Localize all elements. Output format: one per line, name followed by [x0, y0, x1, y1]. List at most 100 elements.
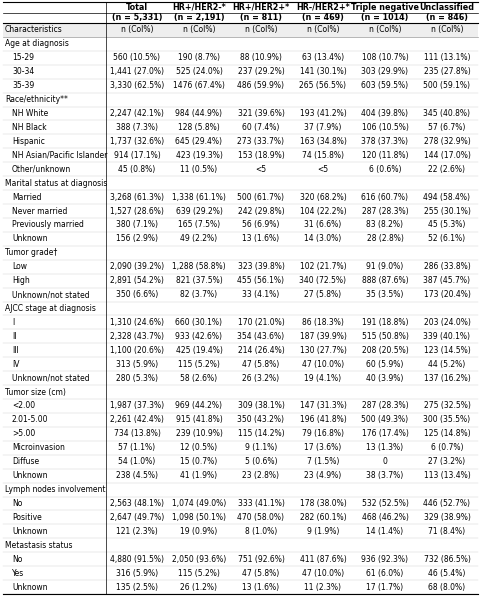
- Text: No: No: [12, 555, 23, 564]
- Text: 333 (41.1%): 333 (41.1%): [237, 499, 284, 508]
- Text: Unknown: Unknown: [12, 527, 48, 536]
- Text: I: I: [12, 318, 14, 327]
- Text: 339 (40.1%): 339 (40.1%): [422, 332, 469, 341]
- Text: 9 (1.1%): 9 (1.1%): [244, 443, 276, 452]
- Text: 54 (1.0%): 54 (1.0%): [118, 457, 156, 466]
- Text: 9 (1.9%): 9 (1.9%): [306, 527, 338, 536]
- Text: IV: IV: [12, 360, 20, 369]
- Text: 494 (58.4%): 494 (58.4%): [422, 193, 469, 201]
- Text: 616 (60.7%): 616 (60.7%): [361, 193, 408, 201]
- Text: 61 (6.0%): 61 (6.0%): [366, 569, 403, 578]
- Text: 19 (0.9%): 19 (0.9%): [180, 527, 217, 536]
- Text: 316 (5.9%): 316 (5.9%): [116, 569, 158, 578]
- Text: 734 (13.8%): 734 (13.8%): [113, 429, 160, 438]
- Text: 108 (10.7%): 108 (10.7%): [361, 53, 408, 63]
- Text: 273 (33.7%): 273 (33.7%): [237, 137, 284, 146]
- Text: 321 (39.6%): 321 (39.6%): [237, 109, 284, 118]
- Text: Hispanic: Hispanic: [12, 137, 45, 146]
- Text: Unknown: Unknown: [12, 582, 48, 592]
- Text: NH Asian/Pacific Islander: NH Asian/Pacific Islander: [12, 151, 107, 160]
- Text: 13 (1.6%): 13 (1.6%): [242, 582, 279, 592]
- Text: 13 (1.3%): 13 (1.3%): [366, 443, 403, 452]
- Text: 525 (24.0%): 525 (24.0%): [175, 67, 222, 76]
- Text: Diffuse: Diffuse: [12, 457, 39, 466]
- Text: 47 (10.0%): 47 (10.0%): [301, 569, 343, 578]
- Text: 1,074 (49.0%): 1,074 (49.0%): [171, 499, 226, 508]
- Text: 933 (42.6%): 933 (42.6%): [175, 332, 222, 341]
- Text: Positive: Positive: [12, 513, 42, 522]
- Text: 15 (0.7%): 15 (0.7%): [180, 457, 217, 466]
- Text: 40 (3.9%): 40 (3.9%): [366, 374, 403, 383]
- Text: II: II: [12, 332, 16, 341]
- Text: 196 (41.8%): 196 (41.8%): [299, 415, 346, 424]
- Text: 14 (1.4%): 14 (1.4%): [366, 527, 403, 536]
- Text: 203 (24.0%): 203 (24.0%): [423, 318, 469, 327]
- Text: 28 (2.8%): 28 (2.8%): [366, 234, 403, 243]
- Text: n (Col%): n (Col%): [430, 26, 462, 35]
- Text: 35 (3.5%): 35 (3.5%): [366, 290, 403, 299]
- Text: 265 (56.5%): 265 (56.5%): [299, 81, 346, 90]
- Text: Race/ethnicity**: Race/ethnicity**: [5, 95, 68, 104]
- Text: Yes: Yes: [12, 569, 24, 578]
- Text: 170 (21.0%): 170 (21.0%): [237, 318, 284, 327]
- Text: Age at diagnosis: Age at diagnosis: [5, 39, 69, 48]
- Text: 286 (33.8%): 286 (33.8%): [423, 262, 469, 271]
- Text: 1,338 (61.1%): 1,338 (61.1%): [172, 193, 226, 201]
- Text: 176 (17.4%): 176 (17.4%): [361, 429, 408, 438]
- Text: 388 (7.3%): 388 (7.3%): [116, 123, 157, 132]
- Text: 984 (44.9%): 984 (44.9%): [175, 109, 222, 118]
- Text: Never married: Never married: [12, 206, 67, 216]
- Text: 500 (61.7%): 500 (61.7%): [237, 193, 284, 201]
- Text: >5.00: >5.00: [12, 429, 35, 438]
- Text: 57 (1.1%): 57 (1.1%): [118, 443, 155, 452]
- Text: 214 (26.4%): 214 (26.4%): [237, 346, 284, 355]
- Text: 468 (46.2%): 468 (46.2%): [361, 513, 408, 522]
- Text: 88 (10.9%): 88 (10.9%): [240, 53, 281, 63]
- Text: 4,880 (91.5%): 4,880 (91.5%): [110, 555, 164, 564]
- Text: 27 (3.2%): 27 (3.2%): [428, 457, 465, 466]
- Text: 58 (2.6%): 58 (2.6%): [180, 374, 217, 383]
- Text: Marital status at diagnosis: Marital status at diagnosis: [5, 179, 107, 188]
- Text: 141 (30.1%): 141 (30.1%): [299, 67, 346, 76]
- Text: 255 (30.1%): 255 (30.1%): [423, 206, 469, 216]
- Text: Metastasis status: Metastasis status: [5, 541, 72, 550]
- Text: 121 (2.3%): 121 (2.3%): [116, 527, 157, 536]
- Text: 2,328 (43.7%): 2,328 (43.7%): [110, 332, 164, 341]
- Text: 115 (5.2%): 115 (5.2%): [178, 360, 219, 369]
- Text: 2,050 (93.6%): 2,050 (93.6%): [171, 555, 226, 564]
- Text: 27 (5.8%): 27 (5.8%): [304, 290, 341, 299]
- Text: 63 (13.4%): 63 (13.4%): [301, 53, 343, 63]
- Text: 238 (4.5%): 238 (4.5%): [116, 471, 157, 480]
- Text: HR+/HER2-*: HR+/HER2-*: [172, 3, 226, 12]
- Text: 74 (15.8%): 74 (15.8%): [301, 151, 343, 160]
- Text: n (Col%): n (Col%): [368, 26, 400, 35]
- Text: 45 (5.3%): 45 (5.3%): [427, 221, 465, 229]
- Text: 22 (2.6%): 22 (2.6%): [428, 164, 465, 173]
- Text: 1,100 (20.6%): 1,100 (20.6%): [110, 346, 164, 355]
- Text: 208 (20.5%): 208 (20.5%): [361, 346, 408, 355]
- Text: 37 (7.9%): 37 (7.9%): [304, 123, 341, 132]
- Text: 280 (5.3%): 280 (5.3%): [116, 374, 157, 383]
- Text: 915 (41.8%): 915 (41.8%): [175, 415, 222, 424]
- Text: 821 (37.5%): 821 (37.5%): [175, 276, 222, 285]
- Text: 345 (40.8%): 345 (40.8%): [422, 109, 469, 118]
- Text: 191 (18.8%): 191 (18.8%): [361, 318, 408, 327]
- Text: 7 (1.5%): 7 (1.5%): [306, 457, 338, 466]
- Text: 660 (30.1%): 660 (30.1%): [175, 318, 222, 327]
- Text: 130 (27.7%): 130 (27.7%): [299, 346, 346, 355]
- Text: 68 (8.0%): 68 (8.0%): [428, 582, 465, 592]
- Text: 287 (28.3%): 287 (28.3%): [361, 206, 408, 216]
- Text: 135 (2.5%): 135 (2.5%): [116, 582, 157, 592]
- Text: 15-29: 15-29: [12, 53, 34, 63]
- Text: 969 (44.2%): 969 (44.2%): [175, 402, 222, 411]
- Text: 13 (1.6%): 13 (1.6%): [242, 234, 279, 243]
- Text: Tumor size (cm): Tumor size (cm): [5, 387, 66, 396]
- Text: 19 (4.1%): 19 (4.1%): [304, 374, 341, 383]
- Text: NH White: NH White: [12, 109, 48, 118]
- Text: 303 (29.9%): 303 (29.9%): [361, 67, 408, 76]
- Text: 137 (16.2%): 137 (16.2%): [423, 374, 469, 383]
- Text: 52 (6.1%): 52 (6.1%): [428, 234, 465, 243]
- Text: 45 (0.8%): 45 (0.8%): [118, 164, 156, 173]
- Text: 732 (86.5%): 732 (86.5%): [423, 555, 469, 564]
- Text: 56 (6.9%): 56 (6.9%): [242, 221, 279, 229]
